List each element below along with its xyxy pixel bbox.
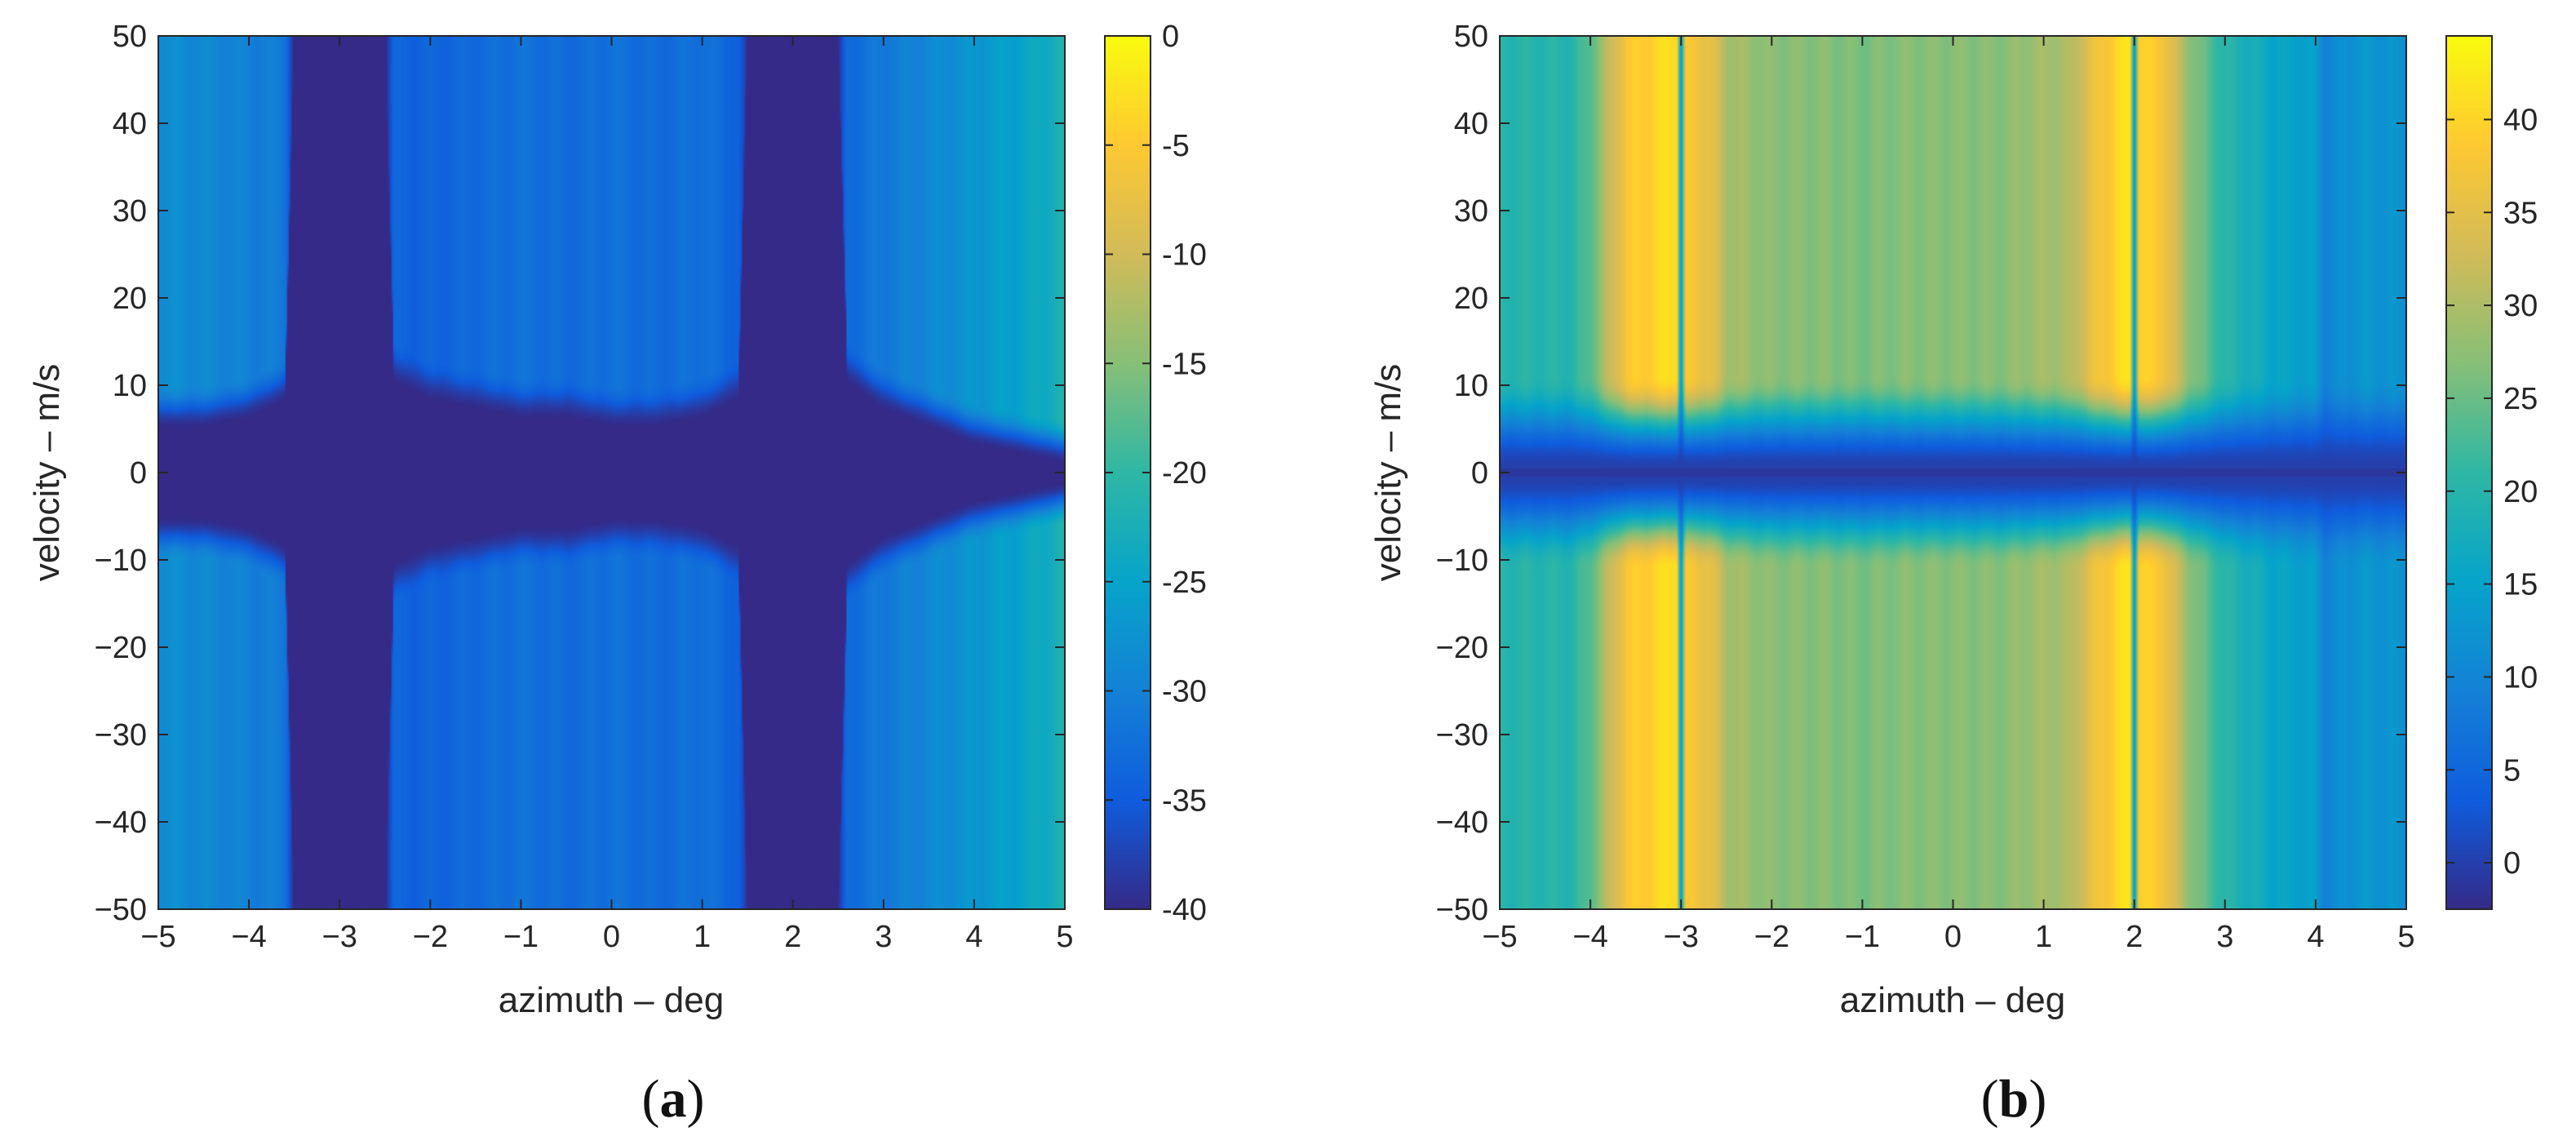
x-axis-label-b: azimuth – deg	[1840, 980, 2065, 1020]
x-tick-label-b: 4	[2307, 920, 2324, 954]
colorbar-tick-label-b: 40	[2503, 103, 2538, 137]
colorbar-tick-label-a: -5	[1162, 129, 1190, 163]
x-tick-label-b: 2	[2126, 920, 2143, 954]
colorbar-tick-label-a: -35	[1162, 784, 1207, 818]
x-tick-label-b: −2	[1754, 920, 1789, 954]
heatmap-a-canvas	[158, 36, 1065, 909]
axes-a: −5 −4 −3 −2 −1 0 1 2 3 4 550403020100−10−20−30−40−…	[95, 20, 1074, 954]
colorbar-tick-label-b: 5	[2503, 753, 2521, 788]
y-tick-label-a: 50	[113, 20, 147, 54]
x-tick-label-b: 1	[2035, 920, 2052, 954]
colorbar-tick-label-a: 0	[1162, 20, 1179, 54]
y-tick-label-b: −40	[1436, 806, 1488, 840]
colorbar-b-frame	[2445, 35, 2493, 910]
colorbar-tick-label-b: 15	[2503, 568, 2538, 602]
y-tick-label-a: −10	[95, 544, 147, 578]
colorbar-tick-label-b: 30	[2503, 289, 2538, 323]
y-tick-label-b: −10	[1436, 544, 1488, 578]
x-tick-label-a: 3	[875, 920, 892, 954]
x-tick-label-a: 2	[784, 920, 801, 954]
panel-label-b: (b)	[1981, 1069, 2047, 1129]
y-tick-label-b: 20	[1454, 282, 1488, 316]
colorbar-tick-label-a: -10	[1162, 238, 1207, 273]
colorbar-a-ticks: 0 -5 -10 -15 -20 -25 -30 -35 -40	[1105, 20, 1207, 927]
y-tick-label-a: −50	[95, 893, 147, 927]
y-tick-label-b: −20	[1436, 631, 1488, 665]
y-tick-label-b: −30	[1436, 718, 1488, 753]
panel-b: −5 −4 −3 −2 −1 0 1 2 3 4 550403020100−10−20−30−40−…	[1368, 20, 2538, 1129]
x-tick-label-b: 3	[2216, 920, 2233, 954]
x-tick-label-a: 0	[603, 920, 620, 954]
y-tick-label-a: 40	[113, 107, 147, 141]
x-tick-label-a: −2	[413, 920, 448, 954]
y-tick-label-b: 40	[1454, 107, 1488, 141]
colorbar-tick-label-a: -30	[1162, 675, 1207, 709]
x-tick-label-a: 1	[694, 920, 711, 954]
y-tick-label-a: 20	[113, 282, 147, 316]
colorbar-tick-label-b: 25	[2503, 382, 2538, 416]
y-tick-label-b: 0	[1471, 456, 1488, 491]
y-tick-label-a: −40	[95, 806, 147, 840]
x-tick-label-b: 5	[2397, 920, 2414, 954]
y-tick-label-a: −20	[95, 631, 147, 665]
axes-b: −5 −4 −3 −2 −1 0 1 2 3 4 550403020100−10−20−30−40−…	[1436, 20, 2415, 954]
x-tick-label-a: −3	[322, 920, 357, 954]
colorbar-tick-label-a: -15	[1162, 347, 1207, 381]
y-tick-label-a: 10	[113, 369, 147, 403]
y-tick-label-b: 10	[1454, 369, 1488, 403]
y-axis-label-b: velocity – m/s	[1368, 364, 1408, 582]
x-tick-label-a: −4	[231, 920, 266, 954]
x-tick-label-b: −5	[1482, 920, 1517, 954]
y-tick-label-b: 50	[1454, 20, 1488, 54]
heatmap-b-plot	[1500, 36, 2406, 909]
colorbar-b-ticks: 40 35 30 25 20 15 10 5 0	[2446, 103, 2538, 881]
y-tick-label-a: 30	[113, 194, 147, 229]
y-tick-label-a: −30	[95, 718, 147, 753]
colorbar-b	[2446, 36, 2492, 909]
panel-a: −5 −4 −3 −2 −1 0 1 2 3 4 550403020100−10−20−30−40−…	[27, 20, 1207, 1129]
heatmap-a-plot	[158, 36, 1065, 909]
colorbar-tick-label-b: 20	[2503, 475, 2538, 509]
x-axis-label-a: azimuth – deg	[499, 980, 724, 1020]
y-axis-label-a: velocity – m/s	[27, 364, 67, 582]
colorbar-tick-label-a: -20	[1162, 456, 1207, 491]
panel-label-a: (a)	[642, 1069, 705, 1129]
x-tick-label-b: −3	[1664, 920, 1699, 954]
colorbar-tick-label-a: -40	[1162, 893, 1207, 927]
x-tick-label-a: −1	[503, 920, 539, 954]
y-tick-label-a: 0	[130, 456, 147, 491]
colorbar-tick-label-b: 10	[2503, 660, 2538, 695]
x-tick-label-a: −5	[140, 920, 175, 954]
colorbar-tick-label-b: 0	[2503, 846, 2521, 881]
colorbar-tick-label-b: 35	[2503, 196, 2538, 230]
heatmap-b-canvas	[1500, 36, 2406, 909]
x-tick-label-b: −1	[1845, 920, 1880, 954]
y-tick-label-b: −50	[1436, 893, 1488, 927]
x-tick-label-a: 4	[965, 920, 982, 954]
y-tick-label-b: 30	[1454, 194, 1488, 229]
x-tick-label-a: 5	[1056, 920, 1073, 954]
x-tick-label-b: 0	[1944, 920, 1962, 954]
colorbar-tick-label-a: -25	[1162, 566, 1207, 600]
x-tick-label-b: −4	[1572, 920, 1607, 954]
